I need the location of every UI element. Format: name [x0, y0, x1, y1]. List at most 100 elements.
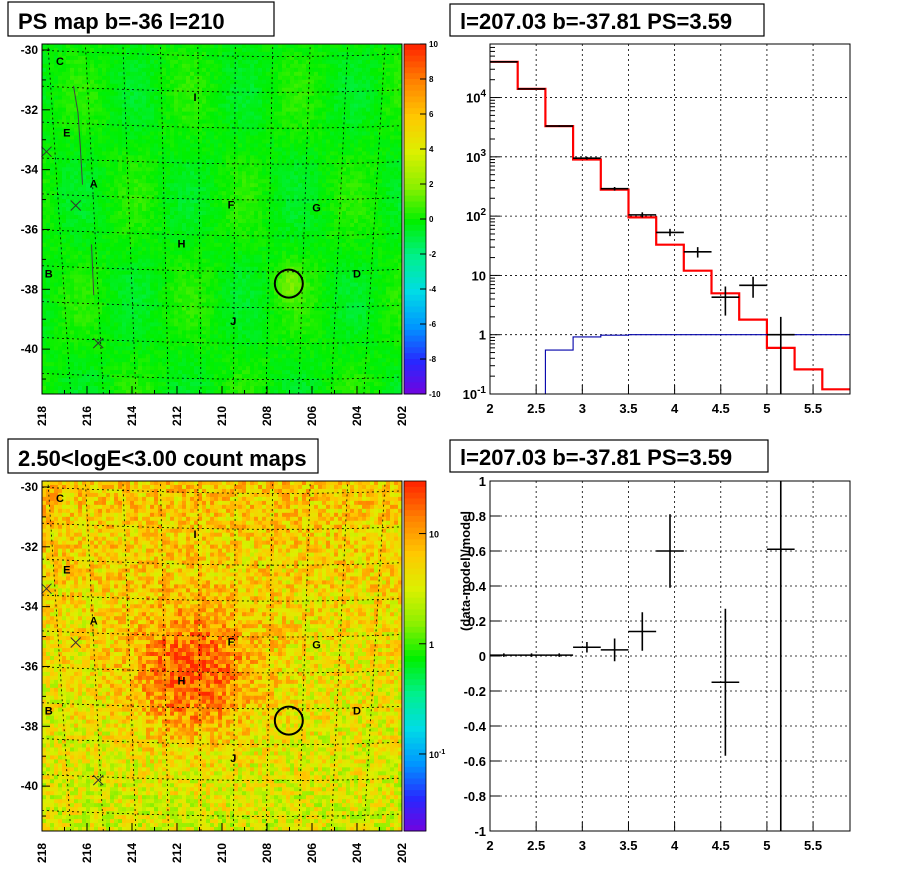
map-pixel — [390, 111, 395, 116]
map-pixel — [346, 135, 351, 140]
map-pixel — [338, 135, 343, 140]
map-pixel — [198, 250, 203, 256]
map-pixel — [102, 151, 107, 156]
map-pixel — [130, 222, 135, 228]
map-pixel — [374, 127, 379, 132]
map-pixel — [106, 119, 111, 124]
map-pixel — [122, 191, 127, 196]
map-pixel — [310, 135, 315, 140]
map-pixel — [318, 175, 323, 180]
map-pixel — [162, 234, 167, 240]
map-pixel — [270, 103, 275, 109]
map-pixel — [170, 123, 175, 128]
map-pixel — [86, 87, 91, 93]
map-pixel — [110, 195, 115, 200]
map-pixel — [294, 59, 299, 65]
map-pixel — [102, 115, 107, 120]
map-pixel — [110, 139, 115, 144]
map-pixel — [358, 159, 363, 164]
map-pixel — [258, 258, 263, 264]
map-pixel — [142, 135, 147, 140]
map-pixel — [66, 63, 71, 69]
map-pixel — [202, 143, 207, 148]
map-pixel — [106, 215, 111, 220]
map-pixel — [158, 207, 163, 212]
map-pixel — [142, 171, 147, 176]
map-pixel — [82, 195, 87, 200]
map-pixel — [190, 175, 195, 180]
map-pixel — [150, 222, 155, 228]
map-pixel — [158, 250, 163, 256]
map-pixel — [138, 163, 143, 168]
map-pixel — [118, 211, 123, 216]
map-pixel — [54, 215, 59, 220]
map-pixel — [66, 75, 71, 81]
map-pixel — [246, 79, 251, 85]
map-pixel — [358, 219, 363, 224]
map-pixel — [326, 139, 331, 144]
map-pixel — [226, 179, 231, 184]
map-pixel — [382, 207, 387, 212]
map-pixel — [42, 163, 47, 168]
map-pixel — [322, 147, 327, 152]
map-pixel — [90, 238, 95, 244]
map-pixel — [370, 226, 375, 232]
map-pixel — [302, 131, 307, 136]
map-pixel — [170, 262, 175, 268]
map-pixel — [162, 131, 167, 136]
map-pixel — [278, 211, 283, 216]
map-pixel — [378, 171, 383, 176]
map-pixel — [338, 71, 343, 77]
map-pixel — [142, 159, 147, 164]
map-pixel — [70, 191, 75, 196]
map-pixel — [54, 246, 59, 252]
map-pixel — [378, 107, 383, 113]
map-pixel — [66, 159, 71, 164]
map-pixel — [186, 55, 191, 61]
map-pixel — [338, 79, 343, 85]
map-pixel — [70, 115, 75, 120]
map-pixel — [214, 83, 219, 89]
map-pixel — [334, 151, 339, 156]
map-pixel — [138, 246, 143, 252]
map-pixel — [102, 107, 107, 113]
map-pixel — [106, 51, 111, 57]
map-pixel — [150, 47, 155, 53]
map-pixel — [150, 119, 155, 124]
map-pixel — [394, 55, 399, 61]
map-pixel — [98, 119, 103, 124]
map-pixel — [390, 55, 395, 61]
map-pixel — [222, 79, 227, 85]
map-pixel — [214, 238, 219, 244]
map-pixel — [202, 199, 207, 204]
map-pixel — [94, 254, 99, 260]
map-pixel — [326, 55, 331, 61]
map-pixel — [190, 234, 195, 240]
map-pixel — [214, 230, 219, 236]
map-pixel — [338, 44, 343, 49]
map-pixel — [146, 175, 151, 180]
map-pixel — [386, 59, 391, 65]
map-pixel — [286, 55, 291, 61]
map-pixel — [190, 67, 195, 73]
map-pixel — [158, 215, 163, 220]
map-pixel — [94, 159, 99, 164]
map-pixel — [178, 175, 183, 180]
map-pixel — [90, 207, 95, 212]
map-pixel — [138, 63, 143, 69]
map-pixel — [262, 99, 267, 105]
map-pixel — [358, 230, 363, 236]
map-pixel — [202, 71, 207, 77]
map-pixel — [202, 226, 207, 232]
map-pixel — [74, 183, 79, 188]
map-pixel — [222, 123, 227, 128]
map-pixel — [114, 123, 119, 128]
map-pixel — [106, 183, 111, 188]
map-pixel — [354, 242, 359, 248]
map-pixel — [310, 83, 315, 89]
map-pixel — [82, 51, 87, 57]
map-pixel — [386, 246, 391, 252]
map-pixel — [78, 63, 83, 69]
map-pixel — [258, 211, 263, 216]
map-pixel — [106, 95, 111, 101]
